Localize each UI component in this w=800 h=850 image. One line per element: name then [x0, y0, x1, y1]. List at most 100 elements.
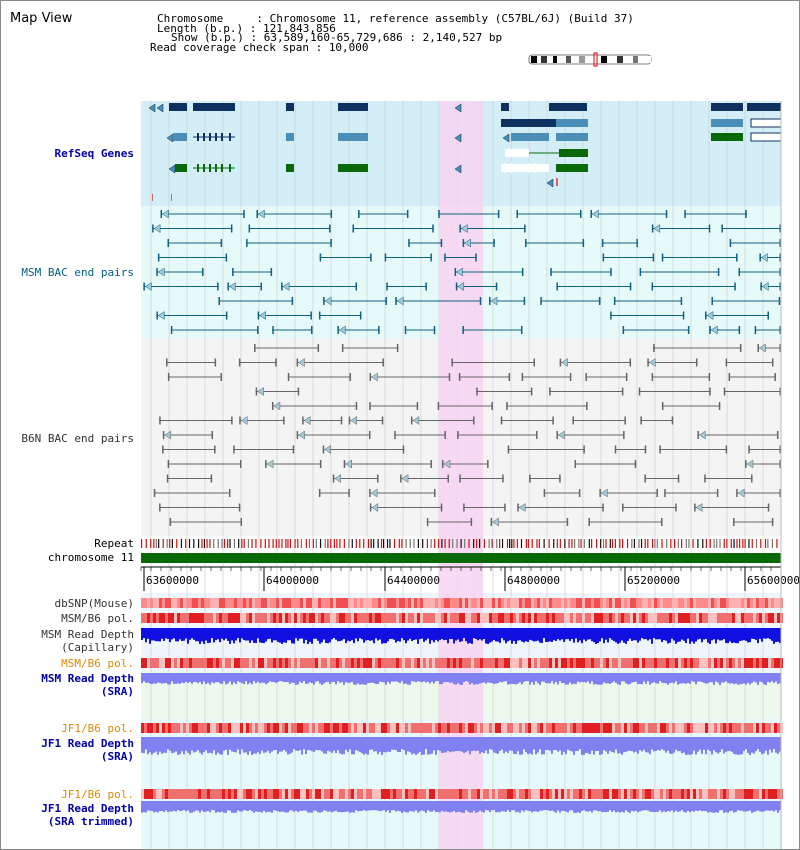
repeat-element: [476, 539, 478, 548]
msm-sra-depth-bar: [149, 673, 151, 684]
jf1-pol-strip: [285, 723, 288, 733]
track-label-refseq[interactable]: RefSeq Genes: [54, 147, 134, 160]
jf1-pol2-strip: [492, 789, 495, 799]
jf1-pol-strip: [591, 723, 594, 733]
jf1-pol2-strip: [612, 789, 615, 799]
msm-capillary-depth-bar: [297, 628, 299, 641]
jf1-trimmed-depth-bar: [173, 801, 175, 811]
jf1-trimmed-depth-bar: [597, 801, 599, 812]
msm-pol2-strip: [252, 658, 255, 668]
msm-pol2-strip: [768, 658, 771, 668]
jf1-trimmed-depth-bar: [571, 801, 573, 811]
msm-pol-strip: [282, 613, 285, 623]
track-label-jf1-pol-2[interactable]: JF1/B6 pol.: [61, 788, 134, 801]
msm-sra-depth-bar: [181, 673, 183, 683]
jf1-pol-strip: [327, 723, 330, 733]
jf1-trimmed-depth-bar: [229, 801, 231, 811]
msm-pol-strip: [204, 613, 207, 623]
dbsnp-strip: [201, 598, 204, 608]
jf1-pol-strip: [555, 723, 558, 733]
msm-capillary-depth-bar: [739, 628, 741, 641]
track-label-jf1-trimmed[interactable]: JF1 Read Depth: [41, 802, 134, 815]
track-label-repeat[interactable]: Repeat: [94, 537, 134, 550]
jf1-pol-strip: [261, 723, 264, 733]
jf1-sra-depth-bar: [371, 737, 373, 750]
track-label-jf1-pol[interactable]: JF1/B6 pol.: [61, 722, 134, 735]
msm-capillary-depth-bar: [599, 628, 601, 642]
repeat-element: [751, 539, 753, 548]
msm-capillary-depth-bar: [343, 628, 345, 639]
jf1-pol-strip: [333, 723, 336, 733]
jf1-sra-depth-bar: [263, 737, 265, 753]
jf1-pol2-strip: [150, 789, 153, 799]
msm-pol-strip: [735, 613, 738, 623]
jf1-trimmed-depth-bar: [309, 801, 311, 813]
dbsnp-strip: [582, 598, 585, 608]
msm-bac-pair-end: [355, 282, 357, 291]
b6n-bac-pair-end: [779, 460, 781, 468]
track-label-msm-pol[interactable]: MSM/B6 pol.: [61, 612, 134, 625]
jf1-trimmed-depth-bar: [527, 801, 529, 811]
msm-sra-depth-bar: [527, 673, 529, 682]
repeat-element: [247, 539, 250, 548]
msm-bac-pair-end: [705, 311, 707, 320]
jf1-sra-depth-bar: [503, 737, 505, 754]
track-label-msm-bac[interactable]: MSM BAC end pairs: [21, 266, 134, 279]
gene-feature: [556, 119, 588, 127]
jf1-pol-strip: [687, 723, 690, 733]
msm-capillary-depth-bar: [451, 628, 453, 639]
jf1-pol2-strip: [654, 789, 657, 799]
jf1-trimmed-depth-bar: [319, 801, 321, 813]
jf1-pol-strip: [522, 723, 525, 733]
track-label-msm-depth-sra[interactable]: MSM Read Depth: [41, 672, 134, 685]
msm-pol2-strip: [441, 658, 444, 668]
jf1-trimmed-depth-bar: [285, 801, 287, 813]
jf1-pol-strip: [234, 723, 237, 733]
msm-sra-depth-bar: [341, 673, 343, 683]
msm-sra-depth-bar: [357, 673, 359, 684]
jf1-pol-strip: [504, 723, 507, 733]
dbsnp-strip: [465, 598, 468, 608]
jf1-pol2-strip: [312, 789, 315, 799]
jf1-pol2-strip: [681, 789, 684, 799]
repeat-element: [619, 539, 621, 548]
jf1-trimmed-depth-bar: [469, 801, 471, 813]
jf1-trimmed-depth-bar: [715, 801, 717, 813]
msm-pol-strip: [540, 613, 543, 623]
b6n-bac-pair-end: [651, 373, 654, 381]
msm-pol-strip: [366, 613, 369, 623]
msm-pol2-strip: [570, 658, 573, 668]
msm-sra-depth-bar: [735, 673, 737, 684]
jf1-pol2-strip: [339, 789, 342, 799]
msm-pol-strip: [717, 613, 720, 623]
b6n-bac-pair-end: [444, 431, 446, 439]
msm-pol-strip: [645, 613, 648, 623]
msm-capillary-depth-bar: [153, 628, 155, 641]
jf1-pol2-strip: [639, 789, 642, 799]
jf1-sra-depth-bar: [385, 737, 387, 753]
jf1-pol-strip: [525, 723, 528, 733]
repeat-element: [336, 539, 338, 548]
msm-sra-depth-bar: [403, 673, 405, 684]
jf1-sra-depth-bar: [401, 737, 403, 750]
msm-capillary-depth-bar: [731, 628, 733, 644]
msm-capillary-depth-bar: [195, 628, 197, 642]
msm-capillary-depth-bar: [495, 628, 497, 642]
gene-exon: [197, 164, 199, 172]
track-label-b6n-bac[interactable]: B6N BAC end pairs: [21, 432, 134, 445]
jf1-pol2-strip: [447, 789, 450, 799]
track-label-dbsnp[interactable]: dbSNP(Mouse): [54, 597, 134, 610]
msm-sra-depth-bar: [393, 673, 395, 682]
jf1-trimmed-depth-bar: [711, 801, 713, 813]
dbsnp-strip: [564, 598, 567, 608]
jf1-pol2-strip: [171, 789, 174, 799]
track-label-jf1-depth[interactable]: JF1 Read Depth: [41, 737, 134, 750]
track-label-msm-pol-2[interactable]: MSM/B6 pol.: [61, 657, 134, 670]
dbsnp-strip: [726, 598, 729, 608]
track-label-msm-depth-capillary[interactable]: MSM Read Depth: [41, 628, 134, 641]
msm-capillary-depth-bar: [485, 628, 487, 644]
repeat-element: [564, 539, 566, 548]
jf1-trimmed-depth-bar: [639, 801, 641, 812]
msm-pol-strip: [603, 613, 606, 623]
